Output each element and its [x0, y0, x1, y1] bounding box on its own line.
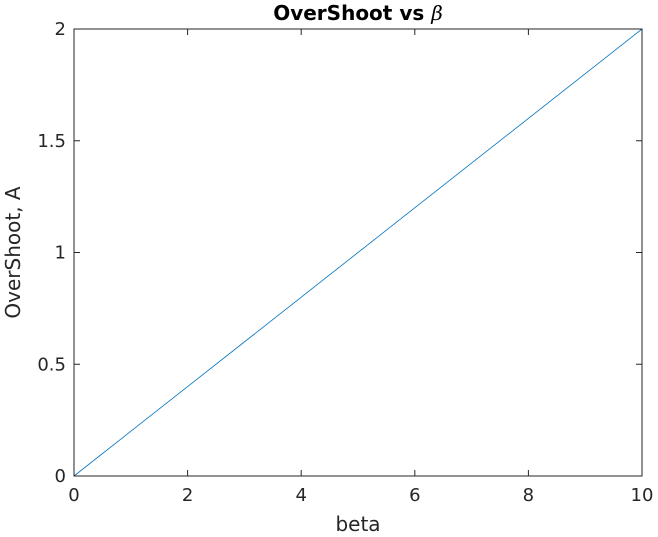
y-axis-ticks: 0 0.5 1 1.5 2 — [37, 19, 642, 487]
x-tick-label: 0 — [68, 485, 79, 506]
y-axis-label: OverShoot, A — [1, 186, 25, 319]
y-tick-label: 1 — [55, 243, 66, 264]
x-axis-ticks: 0 2 4 6 8 10 — [68, 29, 653, 506]
x-tick-label: 6 — [409, 485, 420, 506]
series-line — [73, 28, 643, 477]
chart-title: OverShoot vs β — [273, 1, 443, 25]
y-tick-label: 0.5 — [37, 354, 66, 375]
y-tick-label: 2 — [55, 19, 66, 40]
x-tick-label: 2 — [182, 485, 193, 506]
x-tick-label: 4 — [295, 485, 306, 506]
series-layer — [73, 28, 643, 477]
chart-title-text: OverShoot vs — [273, 1, 431, 25]
x-tick-label: 8 — [523, 485, 534, 506]
y-tick-label: 1.5 — [37, 131, 66, 152]
chart-title-symbol: β — [430, 1, 443, 25]
y-tick-label: 0 — [55, 466, 66, 487]
x-tick-label: 10 — [631, 485, 654, 506]
x-axis-label: beta — [335, 512, 380, 536]
